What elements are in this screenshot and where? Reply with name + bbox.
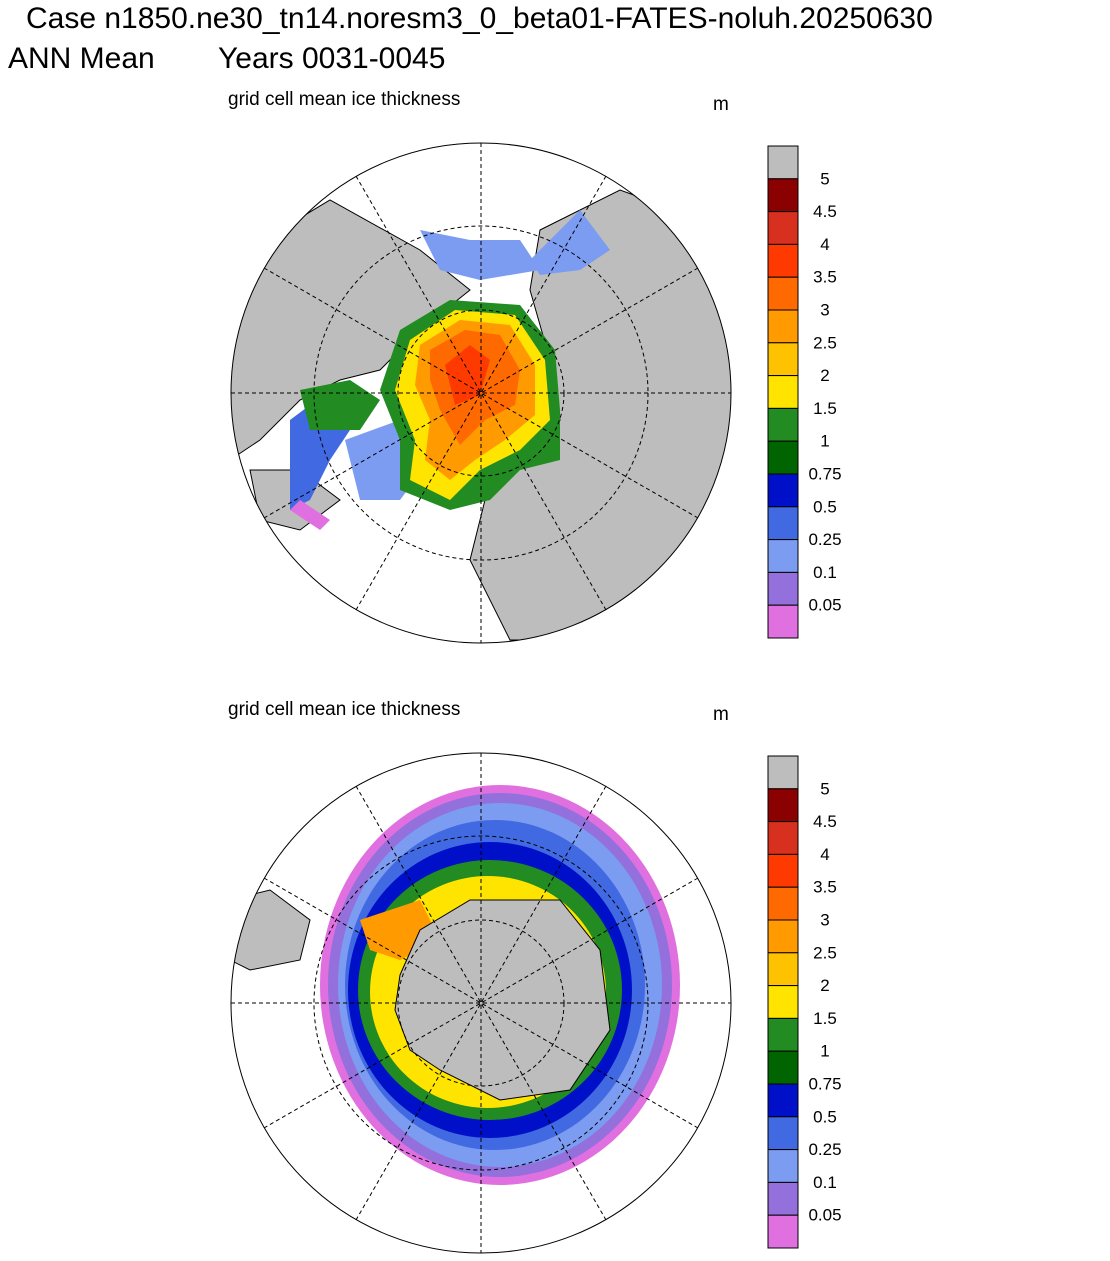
antarctic-grid (231, 753, 731, 1253)
panel-title: grid cell mean ice thickness (228, 89, 460, 110)
colorbar-label: 0.5 (813, 497, 837, 516)
colorbar-box (767, 1017, 799, 1052)
colorbar-box (767, 571, 799, 606)
colorbar-box (767, 1050, 799, 1085)
units: m (713, 94, 729, 115)
units: m (713, 704, 729, 725)
colorbar-box (767, 473, 799, 508)
colorbar-label: 0.1 (813, 1173, 837, 1192)
colorbar-box (767, 952, 799, 987)
antarctic-border (230, 752, 732, 1254)
colorbar-box (767, 440, 799, 475)
colorbar-box (767, 243, 799, 278)
colorbar-label: 2.5 (813, 943, 837, 962)
arctic-grid (231, 143, 731, 643)
colorbar-label: 0.25 (808, 530, 841, 549)
colorbar-box (767, 506, 799, 541)
colorbar-label: 1 (820, 432, 829, 451)
colorbar-label: 0.75 (808, 1074, 841, 1093)
colorbar-label: 0.5 (813, 1107, 837, 1126)
colorbar-label: 3 (820, 300, 829, 319)
antarctic-map (231, 753, 731, 1253)
colorbar-label: 1.5 (813, 399, 837, 418)
colorbar-box (767, 1116, 799, 1151)
colorbar-label: 4 (820, 845, 829, 864)
colorbar-box (767, 821, 799, 855)
colorbar-label: 5 (820, 169, 829, 188)
colorbar-label: 2 (820, 366, 829, 385)
colorbar-box (767, 919, 799, 954)
colorbar-box (767, 407, 799, 442)
colorbar-label: 3 (820, 910, 829, 929)
colorbar-label: 0.05 (808, 1206, 841, 1225)
colorbar-label: 4 (820, 235, 829, 254)
colorbar-label: 4.5 (813, 812, 837, 831)
colorbar-label: 0.25 (808, 1140, 841, 1159)
colorbar-label: 1 (820, 1042, 829, 1061)
title: Case n1850.ne30_tn14.noresm3_0_beta01-FA… (26, 2, 933, 35)
panel-title: grid cell mean ice thickness (228, 699, 460, 720)
colorbar-label: 1.5 (813, 1009, 837, 1028)
colorbar-box (767, 342, 799, 377)
colorbar-box (767, 886, 799, 921)
colorbar-label: 4.5 (813, 202, 837, 221)
colorbar-label: 3.5 (813, 878, 837, 897)
arctic-map (231, 143, 731, 643)
colorbar-box (767, 178, 799, 213)
years: Years 0031-0045 (218, 42, 445, 75)
colorbar-label: 2 (820, 976, 829, 995)
colorbar-box (767, 145, 799, 180)
colorbar-box (767, 755, 799, 790)
colorbar-box (767, 1083, 799, 1118)
colorbar-box (767, 853, 799, 888)
colorbar-box (767, 985, 799, 1019)
colorbar-label: 5 (820, 779, 829, 798)
colorbar-label: 2.5 (813, 333, 837, 352)
colorbar-label: 3.5 (813, 268, 837, 287)
colorbar-box (767, 276, 799, 311)
colorbar-box (767, 375, 799, 409)
colorbar-box (767, 1181, 799, 1216)
colorbar-box (767, 788, 799, 823)
colorbar-box (767, 1149, 799, 1183)
colorbar-box (767, 1214, 799, 1249)
colorbar-box (767, 604, 799, 639)
colorbar-box (767, 309, 799, 344)
colorbar-box (767, 211, 799, 245)
colorbar-label: 0.75 (808, 464, 841, 483)
season: ANN Mean (8, 42, 155, 75)
colorbar-label: 0.05 (808, 596, 841, 615)
arctic-border (230, 142, 732, 644)
colorbar-box (767, 539, 799, 573)
colorbar-label: 0.1 (813, 563, 837, 582)
